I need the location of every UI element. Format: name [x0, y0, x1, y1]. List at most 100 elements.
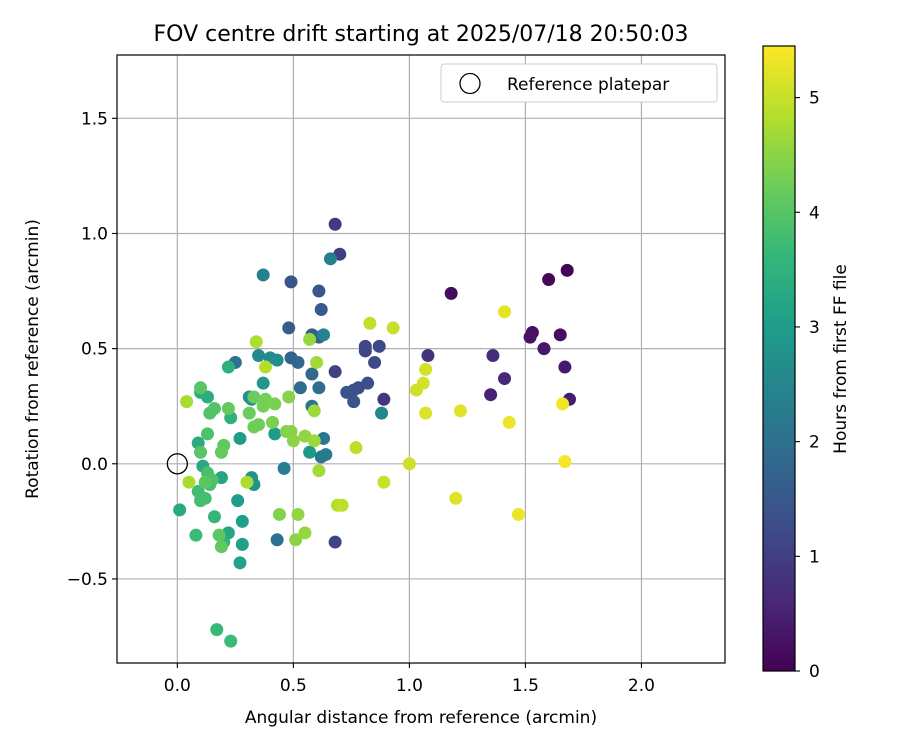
data-point [537, 342, 551, 356]
data-point [312, 284, 326, 298]
grid [117, 55, 725, 663]
colorbar-tick-label: 2 [809, 433, 820, 453]
colorbar-tick-label: 3 [809, 318, 820, 338]
data-point [210, 623, 224, 637]
data-point [252, 418, 266, 432]
reference-point [166, 453, 188, 475]
data-point [372, 339, 386, 353]
data-point [363, 316, 377, 330]
y-tick-label: 1.5 [81, 109, 108, 129]
data-point [421, 349, 435, 363]
data-point [319, 448, 333, 462]
y-axis-label: Rotation from reference (arcmin) [23, 219, 43, 499]
data-point [173, 503, 187, 517]
data-point [361, 376, 375, 390]
data-point [194, 445, 208, 459]
data-point [249, 335, 263, 349]
data-point [235, 537, 249, 551]
data-point [198, 475, 212, 489]
data-point [377, 475, 391, 489]
legend: Reference platepar [440, 63, 718, 103]
colorbar-ticks: 0 1 2 3 4 5 [795, 89, 820, 682]
x-tick-label: 1.0 [396, 676, 423, 696]
colorbar-tick-label: 4 [809, 203, 820, 223]
y-tick-label: 0.0 [81, 455, 108, 475]
data-point [270, 353, 284, 367]
data-point [349, 441, 363, 455]
data-point [268, 397, 282, 411]
data-point [291, 507, 305, 521]
data-point [323, 252, 337, 266]
data-point [453, 404, 467, 418]
data-point [358, 339, 372, 353]
data-point [368, 355, 382, 369]
data-point [560, 263, 574, 277]
data-point [180, 395, 194, 409]
legend-marker [459, 72, 481, 95]
data-point [207, 402, 221, 416]
chart-title: FOV centre drift starting at 2025/07/18 … [154, 22, 689, 47]
x-tick-label: 0.0 [164, 676, 191, 696]
data-point [189, 528, 203, 542]
data-point [498, 372, 512, 386]
data-point [207, 510, 221, 524]
data-point [221, 360, 235, 374]
data-points [173, 217, 577, 648]
data-point [340, 385, 354, 399]
y-tick-label: 1.0 [81, 224, 108, 244]
data-point [419, 362, 433, 376]
data-point [328, 365, 342, 379]
data-point [182, 475, 196, 489]
data-point [270, 533, 284, 547]
data-point [252, 349, 266, 363]
legend-label: Reference platepar [507, 75, 669, 95]
data-point [303, 332, 317, 346]
data-point [307, 434, 321, 448]
data-point [259, 360, 273, 374]
data-point [289, 533, 303, 547]
data-point [265, 415, 279, 429]
data-point [284, 275, 298, 289]
data-point [305, 367, 319, 381]
data-point [553, 328, 567, 342]
data-point [268, 427, 282, 441]
data-point [242, 406, 256, 420]
data-point [314, 302, 328, 316]
data-point [212, 528, 226, 542]
data-point [328, 217, 342, 231]
data-point [375, 406, 389, 420]
data-point [523, 330, 537, 344]
colorbar-label: Hours from first FF file [831, 264, 851, 454]
data-point [201, 427, 215, 441]
data-point [282, 390, 296, 404]
data-point [286, 434, 300, 448]
y-axis: −0.5 0.0 0.5 1.0 1.5 [67, 109, 117, 590]
reference-marker [166, 453, 188, 475]
data-point [298, 526, 312, 540]
data-point [402, 457, 416, 471]
data-point [502, 415, 516, 429]
data-point [291, 355, 305, 369]
data-point [256, 268, 270, 282]
x-tick-label: 0.5 [280, 676, 307, 696]
data-point [449, 491, 463, 505]
data-point [240, 475, 254, 489]
data-point [312, 381, 326, 395]
data-point [444, 286, 458, 300]
data-point [312, 464, 326, 478]
data-point [542, 273, 556, 287]
data-point [272, 507, 286, 521]
data-point [486, 349, 500, 363]
data-point [277, 461, 291, 475]
data-point [198, 491, 212, 505]
legend-box [440, 63, 718, 103]
data-point [221, 402, 235, 416]
data-point [233, 431, 247, 445]
data-point [328, 535, 342, 549]
x-axis: 0.0 0.5 1.0 1.5 2.0 [164, 663, 655, 696]
data-point [310, 355, 324, 369]
data-point [335, 498, 349, 512]
data-point [214, 445, 228, 459]
x-tick-label: 2.0 [628, 676, 655, 696]
